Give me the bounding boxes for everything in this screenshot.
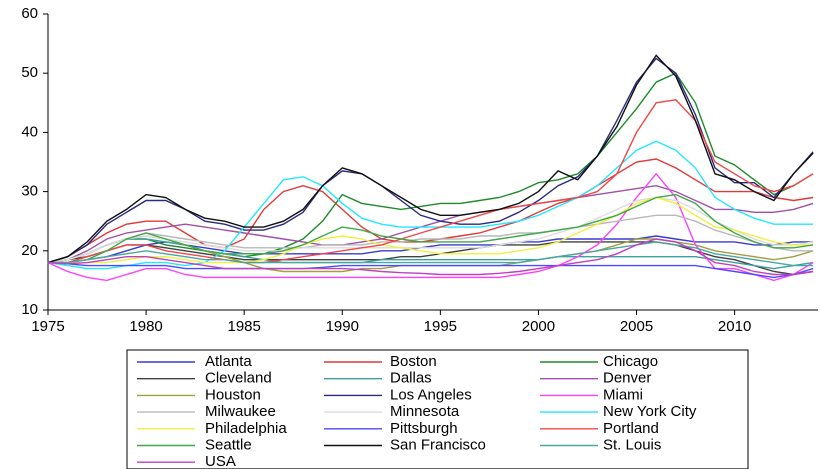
legend-label: New York City [603, 403, 697, 420]
y-tick-label: 60 [21, 5, 38, 22]
legend-label: San Francisco [390, 436, 486, 453]
series-line [47, 158, 814, 264]
y-tick-label: 50 [21, 64, 38, 81]
x-tick-label: 1995 [424, 318, 457, 335]
legend-label: Boston [390, 353, 437, 370]
series-line [47, 72, 814, 264]
legend-label: Cleveland [205, 370, 272, 387]
series-line [47, 54, 814, 264]
x-tick-label: 2005 [620, 318, 653, 335]
legend-label: St. Louis [603, 436, 661, 453]
x-tick-label: 1975 [31, 318, 64, 335]
y-tick-label: 20 [21, 242, 38, 259]
x-tick-label: 1990 [326, 318, 359, 335]
legend-label: Seattle [205, 436, 252, 453]
y-tick-label: 10 [21, 301, 38, 318]
series-line [48, 193, 814, 264]
series-line [47, 214, 814, 264]
series-line [47, 140, 814, 270]
x-tick-label: 2010 [718, 318, 751, 335]
legend-label: Milwaukee [205, 403, 276, 420]
legend-label: Los Angeles [390, 386, 472, 403]
series-line [47, 241, 814, 276]
legend-label: Denver [603, 370, 651, 387]
y-tick-label: 40 [21, 123, 38, 140]
series-line [48, 196, 814, 264]
x-tick-label: 2000 [522, 318, 555, 335]
legend-label: Portland [603, 420, 659, 437]
legend-label: Miami [603, 386, 643, 403]
legend-label: Philadelphia [205, 420, 287, 437]
legend-label: Atlanta [205, 353, 252, 370]
legend-label: Minnesota [390, 403, 460, 420]
series-line [47, 238, 814, 270]
series-line [47, 184, 814, 264]
series-line [48, 99, 814, 264]
series-line [47, 172, 814, 282]
series-line [47, 238, 814, 276]
legend-label: Chicago [603, 353, 658, 370]
series-line [47, 196, 814, 264]
legend-label: Pittsburgh [390, 420, 458, 437]
series-line [47, 261, 814, 279]
x-tick-label: 1980 [129, 318, 162, 335]
legend-label: Dallas [390, 370, 432, 387]
legend-label: Houston [205, 386, 261, 403]
y-tick-label: 30 [21, 183, 38, 200]
x-tick-label: 1985 [227, 318, 260, 335]
series-line [47, 57, 814, 264]
legend-label: USA [205, 453, 236, 469]
